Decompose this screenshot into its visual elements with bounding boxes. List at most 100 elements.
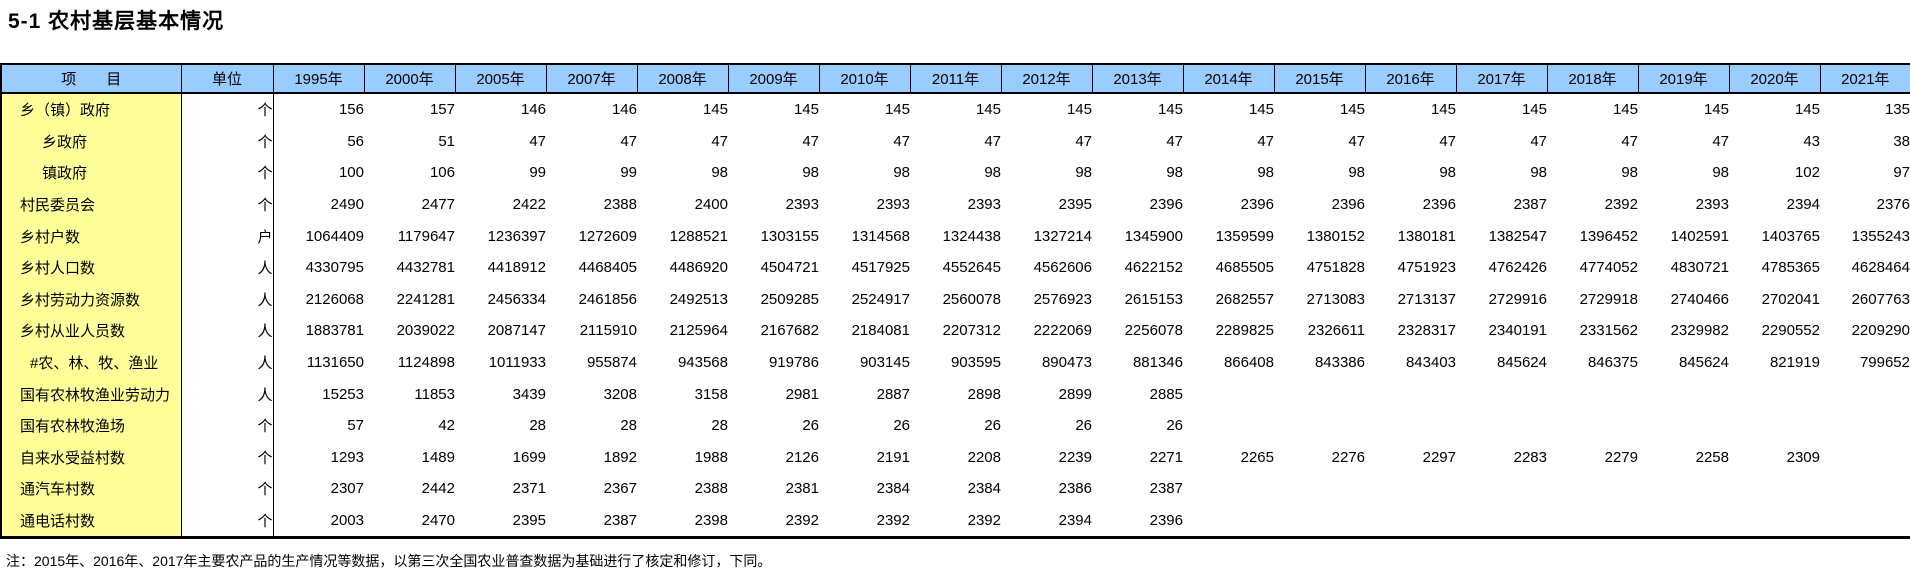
value-cell: 42 <box>438 417 455 435</box>
value-cell: 98 <box>802 164 819 182</box>
unit-cell: 人 <box>181 346 274 379</box>
value-cell <box>1820 442 1910 474</box>
value-cell: 1303155 <box>760 227 819 245</box>
value-cell: 846375 <box>1587 354 1638 372</box>
unit-cell: 个 <box>181 409 274 442</box>
value-cell: 2422 <box>512 196 546 214</box>
value-cell: 1359599 <box>1215 227 1274 245</box>
value-cell: 26 <box>1166 417 1183 435</box>
value-cell: 2309 <box>1786 448 1820 466</box>
year-column-header-9: 2013年 <box>1091 63 1184 94</box>
value-cell: 47 <box>893 132 910 150</box>
table-row: 乡（镇）政府个 156 157 146 146 145 145 145 145 145 145 145… <box>1 93 1910 126</box>
value-cell: 2898 <box>967 385 1001 403</box>
value-cell: 4517925 <box>851 259 910 277</box>
value-cell: 1064409 <box>305 227 364 245</box>
year-column-header-1: 2000年 <box>363 63 456 94</box>
value-cell <box>1547 378 1638 410</box>
year-column-header-0: 1995年 <box>272 63 365 94</box>
value-cell: 4751828 <box>1306 259 1365 277</box>
value-cell: 102 <box>1794 164 1820 182</box>
value-cell: 2392 <box>1604 196 1638 214</box>
value-cell <box>1820 473 1910 505</box>
value-cell: 26 <box>984 417 1001 435</box>
value-cell: 845624 <box>1496 354 1547 372</box>
table-row: 乡村人口数人 4330795 4432781 4418912 4468405 448692… <box>1 251 1910 284</box>
value-cell: 145 <box>1066 101 1092 119</box>
value-cell: 2167682 <box>760 322 819 340</box>
value-cell: 145 <box>1521 101 1547 119</box>
value-cell: 47 <box>1166 132 1183 150</box>
value-cell <box>1729 378 1820 410</box>
value-cell: 145 <box>1612 101 1638 119</box>
value-cell: 2307 <box>330 480 364 498</box>
value-cell: 98 <box>1530 164 1547 182</box>
value-cell: 2615153 <box>1124 290 1183 308</box>
value-cell: 1355243 <box>1851 227 1910 245</box>
value-cell <box>1729 505 1820 538</box>
value-cell: 56 <box>347 132 364 150</box>
row-label: 村民委员会 <box>1 188 182 221</box>
table-row: 通电话村数个 2003 2470 2395 2387 2398 2392 2392 2392 23… <box>1 504 1910 538</box>
value-cell: 2387 <box>603 512 637 530</box>
value-cell: 47 <box>1348 132 1365 150</box>
value-cell: 26 <box>893 417 910 435</box>
value-cell: 2387 <box>1149 480 1183 498</box>
unit-cell: 个 <box>181 188 274 221</box>
value-cell <box>1456 410 1547 442</box>
value-cell: 47 <box>1439 132 1456 150</box>
value-cell: 98 <box>711 164 728 182</box>
value-cell: 2290552 <box>1761 322 1820 340</box>
value-cell: 1489 <box>421 448 455 466</box>
value-cell <box>1365 410 1456 442</box>
value-cell: 843386 <box>1314 354 1365 372</box>
value-cell: 1403765 <box>1761 227 1820 245</box>
value-cell: 845624 <box>1678 354 1729 372</box>
value-cell: 2509285 <box>760 290 819 308</box>
value-cell: 2039022 <box>396 322 455 340</box>
value-cell: 1327214 <box>1033 227 1092 245</box>
value-cell <box>1547 505 1638 538</box>
value-cell: 2386 <box>1058 480 1092 498</box>
value-cell: 1288521 <box>669 227 728 245</box>
row-label: 通汽车村数 <box>1 473 182 505</box>
value-cell: 1883781 <box>305 322 364 340</box>
value-cell: 146 <box>611 101 637 119</box>
value-cell: 47 <box>711 132 728 150</box>
value-cell <box>1274 505 1365 538</box>
row-label: 国有农林牧渔场 <box>1 409 182 442</box>
value-cell: 2328317 <box>1397 322 1456 340</box>
value-cell: 98 <box>1166 164 1183 182</box>
value-cell: 2256078 <box>1124 322 1183 340</box>
value-cell: 2398 <box>694 512 728 530</box>
value-cell <box>1638 410 1729 442</box>
value-cell: 2713137 <box>1397 290 1456 308</box>
row-label: 乡村从业人员数 <box>1 315 182 347</box>
value-cell: 47 <box>1530 132 1547 150</box>
year-column-header-15: 2019年 <box>1637 63 1730 94</box>
value-cell: 98 <box>984 164 1001 182</box>
value-cell: 903595 <box>950 354 1001 372</box>
value-cell: 843403 <box>1405 354 1456 372</box>
year-column-header-8: 2012年 <box>1000 63 1093 94</box>
value-cell: 2207312 <box>942 322 1001 340</box>
value-cell: 98 <box>1712 164 1729 182</box>
value-cell: 2396 <box>1240 196 1274 214</box>
value-cell: 2208 <box>967 448 1001 466</box>
unit-cell: 个 <box>181 441 274 474</box>
value-cell: 2394 <box>1786 196 1820 214</box>
unit-cell: 人 <box>181 378 274 410</box>
value-cell: 98 <box>1348 164 1365 182</box>
year-column-header-6: 2010年 <box>818 63 911 94</box>
value-cell: 1382547 <box>1488 227 1547 245</box>
value-cell: 2713083 <box>1306 290 1365 308</box>
value-cell: 3439 <box>512 385 546 403</box>
value-cell: 2209290 <box>1851 322 1910 340</box>
value-cell: 98 <box>1257 164 1274 182</box>
value-cell: 2400 <box>694 196 728 214</box>
unit-cell: 个 <box>181 93 274 126</box>
unit-cell: 人 <box>181 283 274 316</box>
value-cell: 28 <box>529 417 546 435</box>
value-cell: 4562606 <box>1033 259 1092 277</box>
value-cell: 881346 <box>1132 354 1183 372</box>
